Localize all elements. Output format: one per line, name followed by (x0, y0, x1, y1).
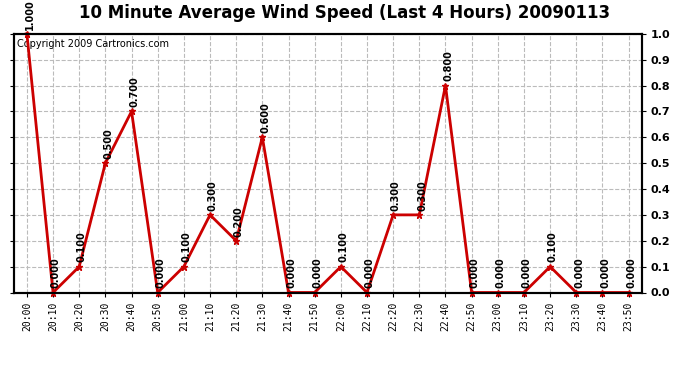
Text: Copyright 2009 Cartronics.com: Copyright 2009 Cartronics.com (17, 39, 169, 49)
Text: 0.300: 0.300 (208, 180, 218, 211)
Text: 0.000: 0.000 (365, 258, 375, 288)
Text: 0.700: 0.700 (129, 76, 139, 107)
Text: 0.300: 0.300 (417, 180, 427, 211)
Text: 0.000: 0.000 (313, 258, 322, 288)
Text: 0.100: 0.100 (77, 232, 87, 262)
Text: 0.600: 0.600 (260, 102, 270, 133)
Text: 0.100: 0.100 (181, 232, 192, 262)
Text: 0.000: 0.000 (51, 258, 61, 288)
Text: 0.000: 0.000 (627, 258, 636, 288)
Text: 1.000: 1.000 (25, 0, 34, 30)
Text: 0.800: 0.800 (443, 51, 453, 81)
Text: 10 Minute Average Wind Speed (Last 4 Hours) 20090113: 10 Minute Average Wind Speed (Last 4 Hou… (79, 4, 611, 22)
Text: 0.000: 0.000 (286, 258, 296, 288)
Text: 0.000: 0.000 (574, 258, 584, 288)
Text: 0.100: 0.100 (548, 232, 558, 262)
Text: 0.100: 0.100 (339, 232, 348, 262)
Text: 0.500: 0.500 (103, 128, 113, 159)
Text: 0.000: 0.000 (495, 258, 506, 288)
Text: 0.000: 0.000 (522, 258, 532, 288)
Text: 0.000: 0.000 (469, 258, 480, 288)
Text: 0.200: 0.200 (234, 206, 244, 237)
Text: 0.000: 0.000 (155, 258, 166, 288)
Text: 0.000: 0.000 (600, 258, 610, 288)
Text: 0.300: 0.300 (391, 180, 401, 211)
